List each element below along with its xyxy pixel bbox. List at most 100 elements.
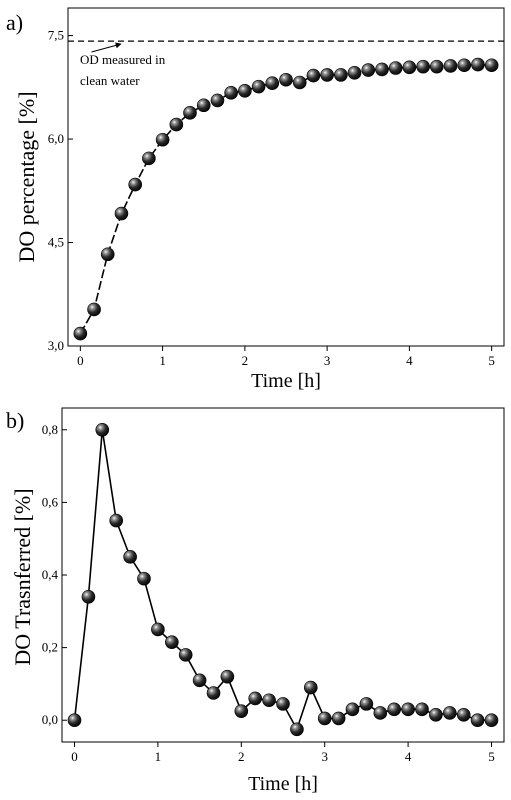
data-point xyxy=(234,704,249,718)
data-point xyxy=(183,106,197,120)
y-tick-label: 0,6 xyxy=(42,494,59,509)
y-axis-title-b: DO Trasnferred [%] xyxy=(10,488,35,665)
data-point xyxy=(442,706,457,720)
annotation-arrow xyxy=(91,42,122,53)
data-point xyxy=(137,571,151,586)
data-point xyxy=(238,83,252,98)
data-point xyxy=(109,513,124,528)
y-axis-title-a: DO percentage [%] xyxy=(14,91,39,262)
data-point xyxy=(401,702,415,717)
data-point xyxy=(470,713,485,728)
data-point xyxy=(416,59,430,74)
data-point xyxy=(303,680,318,695)
annotation-line-2: clean water xyxy=(80,73,140,88)
x-axis-title-a: Time [h] xyxy=(251,370,321,392)
y-tick-label: 4,5 xyxy=(48,235,64,250)
annotation-line-1: OD measured in xyxy=(80,52,166,67)
panel-a-label: a) xyxy=(6,10,23,35)
data-point xyxy=(279,72,293,87)
y-ticks-b: 0,0 0,2 0,4 0,6 0,8 xyxy=(42,422,67,727)
x-tick-label: 3 xyxy=(321,749,328,764)
data-point xyxy=(192,673,207,688)
plot-frame-a xyxy=(67,7,505,347)
y-tick-label: 0,8 xyxy=(42,422,58,437)
series-points-a xyxy=(73,57,499,341)
data-point xyxy=(292,75,307,90)
series-points-b xyxy=(67,422,499,737)
x-tick-label: 0 xyxy=(71,749,78,764)
x-tick-label: 2 xyxy=(242,353,249,368)
data-point xyxy=(402,60,417,75)
data-point xyxy=(206,686,221,700)
data-point xyxy=(290,722,304,737)
chart-panel-b: b) 0,0 0,2 0,4 0,6 0,8 0 1 2 3 4 5 Time [h] DO Tr… xyxy=(6,407,505,795)
data-point xyxy=(73,326,88,341)
data-point xyxy=(359,697,374,711)
plot-frame-b xyxy=(61,407,505,743)
data-point xyxy=(196,98,211,113)
y-ticks-a: 3,0 4,5 6,0 7,5 xyxy=(48,28,73,353)
data-point xyxy=(443,59,458,73)
data-point xyxy=(345,702,360,717)
data-point xyxy=(262,693,276,708)
data-point xyxy=(220,669,235,684)
series-line-b xyxy=(73,429,492,732)
data-point xyxy=(347,66,362,80)
data-point xyxy=(457,58,472,73)
data-point xyxy=(276,697,290,711)
y-tick-label: 0,0 xyxy=(42,712,58,727)
x-tick-label: 5 xyxy=(488,353,495,368)
x-tick-label: 1 xyxy=(155,749,162,764)
data-point xyxy=(95,422,110,437)
data-point xyxy=(320,68,334,82)
y-tick-label: 0,2 xyxy=(42,640,58,655)
data-point xyxy=(388,61,403,75)
data-point xyxy=(471,57,485,72)
annotation-clean-water: OD measured in clean water xyxy=(80,42,166,88)
x-tick-label: 3 xyxy=(324,353,331,368)
data-point xyxy=(178,648,193,662)
data-point xyxy=(484,58,499,73)
panel-b-label: b) xyxy=(6,408,24,433)
data-point xyxy=(142,151,156,166)
data-point xyxy=(306,68,321,83)
data-point xyxy=(87,302,101,317)
data-point xyxy=(210,93,225,108)
data-point xyxy=(81,589,96,604)
x-axis-title-b: Time [h] xyxy=(248,773,318,795)
x-tick-label: 4 xyxy=(405,749,412,764)
data-point xyxy=(151,622,165,637)
data-point xyxy=(361,63,376,77)
x-tick-label: 1 xyxy=(159,353,166,368)
data-point xyxy=(484,713,499,728)
data-point xyxy=(331,711,346,726)
data-point xyxy=(375,62,389,77)
x-tick-label: 2 xyxy=(238,749,245,764)
data-point xyxy=(334,68,348,82)
data-point xyxy=(373,706,388,720)
data-point xyxy=(387,702,401,717)
x-tick-label: 4 xyxy=(406,353,413,368)
x-tick-label: 5 xyxy=(488,749,495,764)
data-point xyxy=(67,713,82,728)
data-point xyxy=(114,206,129,221)
data-point xyxy=(429,59,444,74)
data-point xyxy=(155,132,170,147)
data-point xyxy=(248,691,263,706)
y-tick-label: 7,5 xyxy=(48,28,64,43)
data-point xyxy=(123,550,137,564)
data-point xyxy=(100,247,115,262)
data-point xyxy=(165,635,179,649)
data-point xyxy=(169,117,184,132)
data-point xyxy=(317,711,332,726)
data-point xyxy=(429,707,443,722)
data-point xyxy=(224,86,238,100)
data-point xyxy=(251,79,266,94)
y-tick-label: 3,0 xyxy=(48,338,64,353)
x-tick-label: 0 xyxy=(77,353,84,368)
series-line-a xyxy=(79,63,492,334)
data-point xyxy=(128,177,143,192)
chart-panel-a: a) 3,0 4,5 6,0 7,5 0 1 2 3 4 5 OD measured in cl… xyxy=(6,7,505,392)
y-tick-label: 6,0 xyxy=(48,131,64,146)
